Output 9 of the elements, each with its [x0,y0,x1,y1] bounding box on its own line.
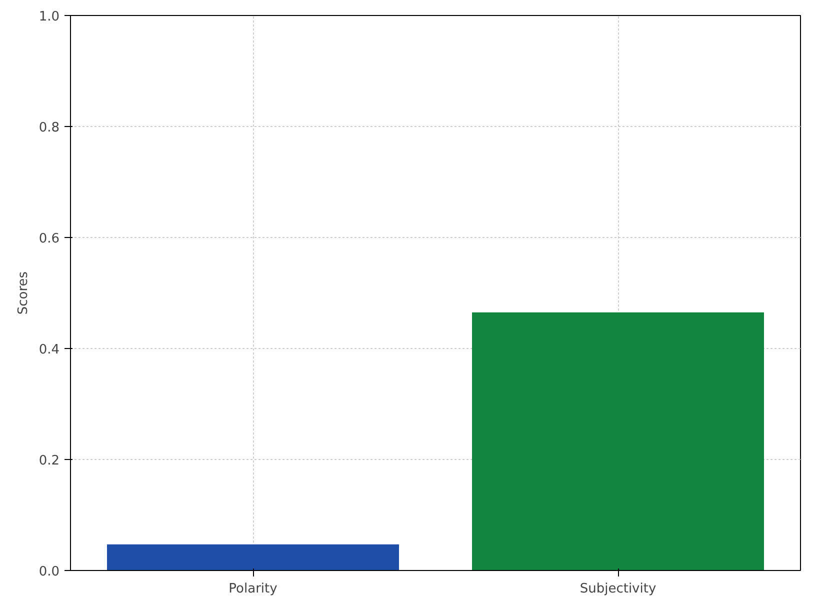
y-tick-label: 1.0 [38,10,60,24]
y-tick-label: 0.0 [38,564,60,580]
y-tick-label: 0.8 [38,120,60,136]
x-tick-label: Polarity [228,582,278,596]
y-tick-label: 0.4 [38,342,60,358]
x-tick-label: Subjectivity [580,582,656,596]
y-axis-title: Scores [16,271,31,315]
y-tick-label: 0.2 [38,454,60,468]
y-tick-label: 0.6 [38,232,60,246]
